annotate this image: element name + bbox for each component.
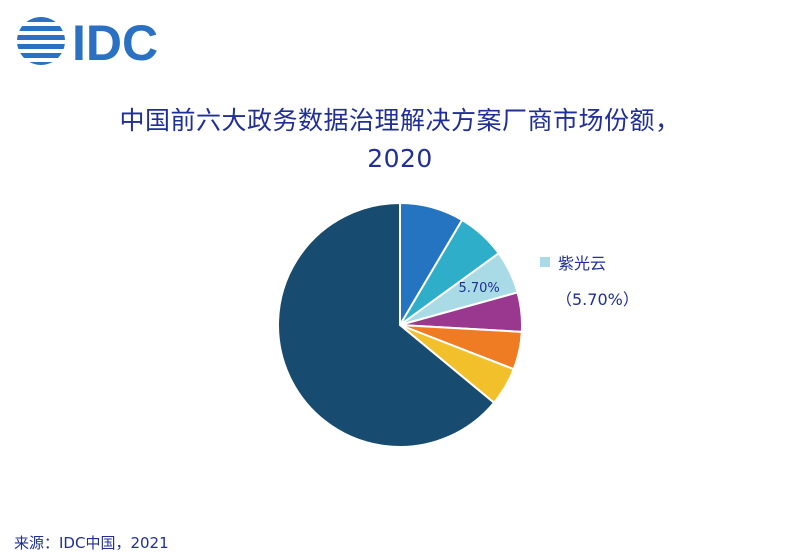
- legend: 紫光云 （5.70%）: [540, 250, 639, 310]
- source-note: 来源：IDC中国，2021: [14, 534, 169, 552]
- slice-label-ziguangyun: 5.70%: [458, 281, 499, 296]
- globe-icon: [17, 17, 65, 65]
- idc-logo-graphic: IDC: [17, 15, 158, 71]
- pie-slice-7: [277, 201, 496, 448]
- legend-name: 紫光云: [558, 254, 607, 273]
- legend-swatch: [540, 257, 550, 267]
- legend-value: （5.70%）: [556, 290, 639, 309]
- chart-title-year: 2020: [367, 144, 433, 173]
- pie-slices: [277, 201, 523, 448]
- chart-title: 中国前六大政务数据治理解决方案厂商市场份额， 2020: [0, 102, 800, 178]
- idc-logo: IDC: [16, 14, 186, 71]
- chart-title-line1: 中国前六大政务数据治理解决方案厂商市场份额，: [119, 106, 681, 135]
- logo-text: IDC: [72, 15, 158, 68]
